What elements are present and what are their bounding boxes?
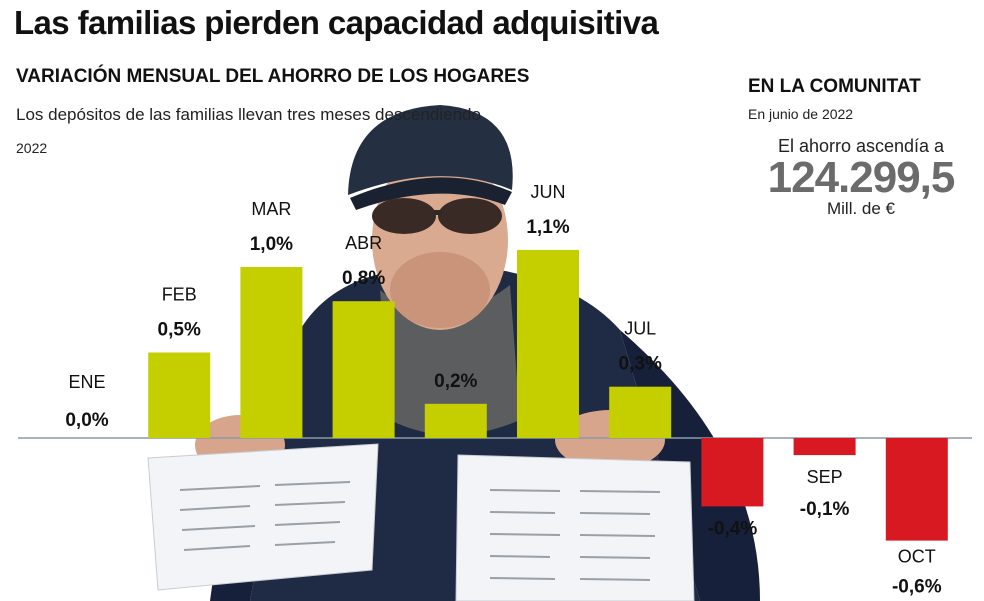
- bar-oct: [885, 438, 948, 541]
- value-label-oct: -0,6%: [892, 577, 942, 598]
- chart-description: Los depósitos de las familias llevan tre…: [16, 105, 481, 124]
- chart-year: 2022: [16, 140, 48, 156]
- headline: Las familias pierden capacidad adquisiti…: [14, 4, 659, 41]
- bar-jul: [609, 386, 672, 438]
- region-date: En junio de 2022: [748, 106, 854, 122]
- region-summary: EN LA COMUNITAT En junio de 2022 El ahor…: [748, 76, 974, 219]
- bar-sep: [793, 438, 856, 456]
- value-label-mar: 1,0%: [250, 234, 293, 255]
- bar-ago: [701, 438, 764, 507]
- value-label-jun: 1,1%: [526, 217, 569, 238]
- region-savings-value: 124.299,5: [767, 153, 956, 202]
- region-title: EN LA COMUNITAT: [748, 76, 921, 97]
- bar-mar: [240, 267, 303, 438]
- value-label-ago: -0,4%: [708, 518, 758, 539]
- bar-feb: [148, 352, 211, 438]
- month-label-sep: SEP: [807, 467, 843, 487]
- value-label-sep: -0,1%: [800, 499, 850, 520]
- value-label-may: 0,2%: [434, 371, 477, 392]
- month-label-oct: OCT: [898, 547, 936, 567]
- bar-may: [424, 403, 487, 438]
- value-label-jul: 0,3%: [619, 354, 662, 375]
- month-label-ene: ENE: [68, 372, 105, 392]
- value-label-abr: 0,8%: [342, 268, 385, 289]
- bar-jun: [517, 249, 579, 438]
- bar-abr: [332, 301, 395, 438]
- month-label-abr: ABR: [345, 233, 382, 253]
- month-label-jun: JUN: [531, 182, 566, 202]
- region-savings-unit: Mill. de €: [826, 199, 896, 218]
- month-label-jul: JUL: [624, 319, 656, 339]
- month-label-mar: MAR: [251, 199, 291, 219]
- chart-subtitle: VARIACIÓN MENSUAL DEL AHORRO DE LOS HOGA…: [16, 66, 530, 87]
- value-label-ene: 0,0%: [65, 410, 108, 431]
- value-label-feb: 0,5%: [158, 320, 201, 341]
- month-label-feb: FEB: [162, 285, 197, 305]
- region-caption: El ahorro ascendía a: [777, 136, 945, 156]
